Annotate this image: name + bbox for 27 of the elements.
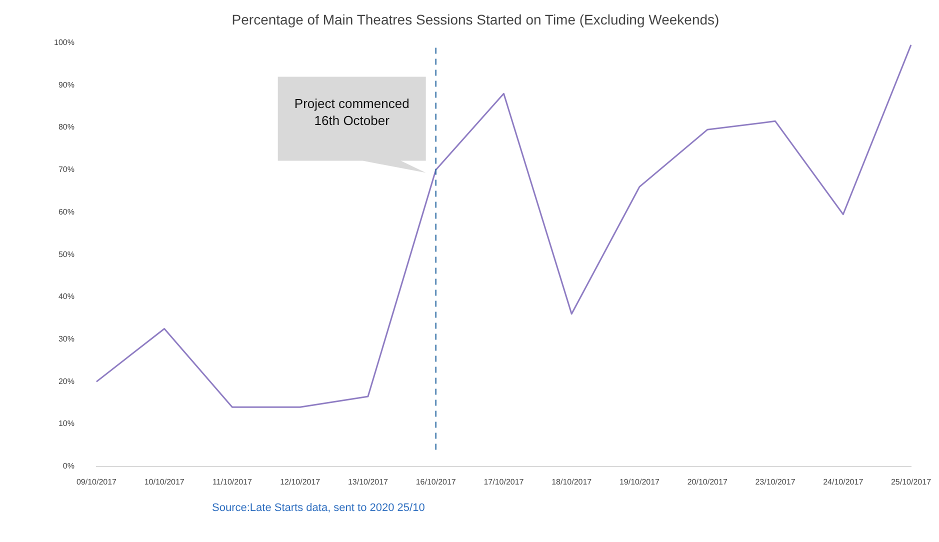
x-tick-label: 12/10/2017 <box>280 477 321 486</box>
x-tick-label: 16/10/2017 <box>416 477 456 486</box>
x-tick-label: 10/10/2017 <box>144 477 185 486</box>
ref-line-label: Project commenced 16th October <box>294 96 410 128</box>
y-tick-label: 50% <box>58 250 74 259</box>
y-tick-label: 30% <box>58 334 74 344</box>
y-tick-label: 70% <box>58 165 74 174</box>
x-tick-label: 20/10/2017 <box>687 477 728 486</box>
y-tick-label: 10% <box>58 419 74 428</box>
x-tick-label: 18/10/2017 <box>552 477 592 486</box>
x-tick-label: 25/10/2017 <box>890 477 932 486</box>
x-tick-label: 13/10/2017 <box>348 477 389 486</box>
y-tick-label: 0% <box>62 462 74 471</box>
x-tick-label: 11/10/2017 <box>212 477 252 486</box>
y-tick-label: 40% <box>58 292 74 302</box>
y-tick-label: 80% <box>58 122 74 132</box>
x-tick-label: 24/10/2017 <box>823 477 864 486</box>
y-tick-label: 20% <box>58 376 74 386</box>
source-note: Source:Late Starts data, sent to 2020 25/10 <box>212 502 425 514</box>
y-tick-label: 90% <box>58 80 74 90</box>
x-tick-label: 19/10/2017 <box>619 477 660 486</box>
y-tick-label: 60% <box>58 207 74 216</box>
x-tick-label: 17/10/2017 <box>484 477 524 486</box>
chart-title: Percentage of Main Theatres Sessions Started on Time (Excluding Weekends) <box>232 11 720 28</box>
x-tick-label: 09/10/2017 <box>76 477 118 486</box>
x-tick-label: 23/10/2017 <box>755 477 796 486</box>
y-tick-label: 100% <box>54 38 74 48</box>
